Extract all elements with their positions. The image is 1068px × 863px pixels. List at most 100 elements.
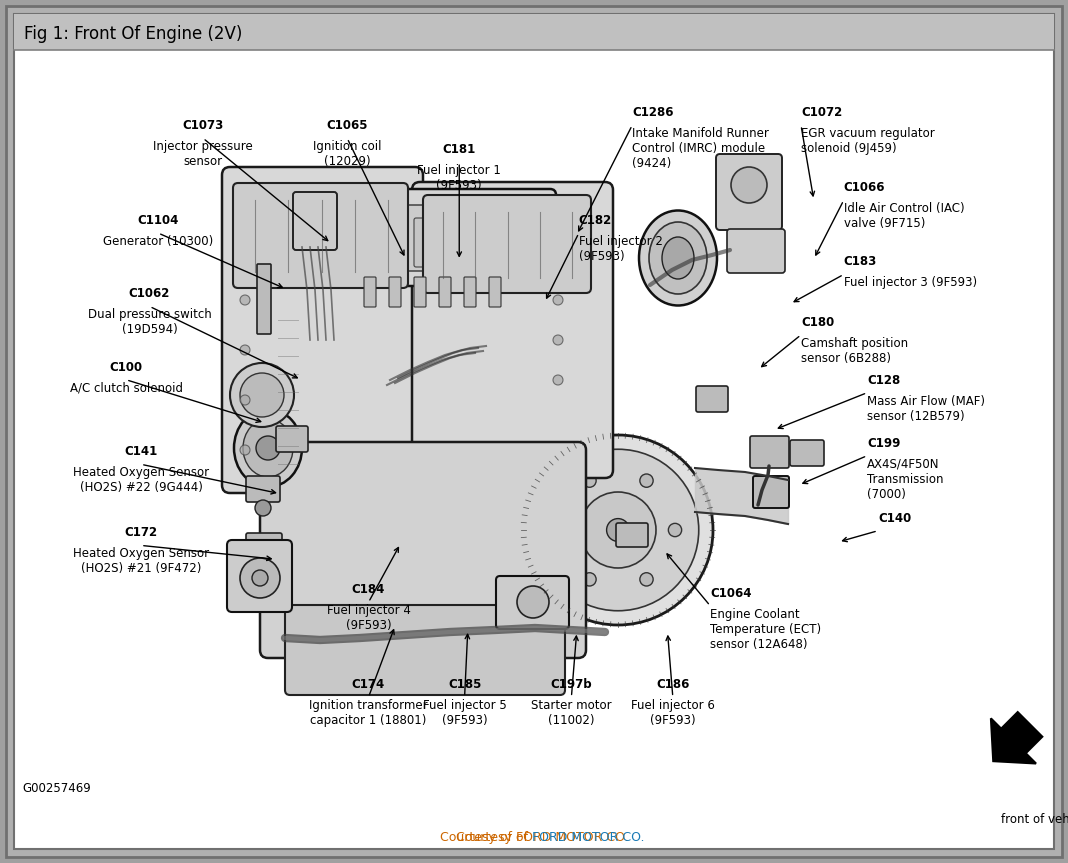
Text: C185: C185 — [447, 678, 482, 691]
FancyBboxPatch shape — [511, 218, 534, 267]
FancyBboxPatch shape — [285, 605, 565, 695]
Text: C180: C180 — [801, 316, 834, 329]
FancyBboxPatch shape — [790, 440, 824, 466]
FancyBboxPatch shape — [389, 277, 400, 307]
Text: C197b: C197b — [551, 678, 592, 691]
Text: EGR vacuum regulator
solenoid (9J459): EGR vacuum regulator solenoid (9J459) — [801, 127, 934, 155]
Text: C181: C181 — [442, 143, 476, 156]
Circle shape — [240, 558, 280, 598]
Text: AX4S/4F50N
Transmission
(7000): AX4S/4F50N Transmission (7000) — [867, 457, 944, 501]
Text: Ignition coil
(12029): Ignition coil (12029) — [313, 140, 381, 168]
Text: C1064: C1064 — [710, 587, 752, 600]
FancyBboxPatch shape — [616, 523, 648, 547]
FancyBboxPatch shape — [227, 540, 292, 612]
FancyBboxPatch shape — [334, 189, 556, 286]
Text: C100: C100 — [109, 361, 143, 374]
Text: Fuel injector 6
(9F593): Fuel injector 6 (9F593) — [631, 699, 714, 728]
Circle shape — [240, 395, 250, 405]
Text: Fuel injector 5
(9F593): Fuel injector 5 (9F593) — [423, 699, 506, 728]
Circle shape — [580, 492, 656, 568]
FancyBboxPatch shape — [276, 426, 308, 452]
Circle shape — [255, 557, 271, 573]
Text: C1286: C1286 — [632, 106, 674, 119]
Circle shape — [583, 573, 596, 586]
FancyBboxPatch shape — [246, 533, 282, 559]
Text: Engine Coolant
Temperature (ECT)
sensor (12A648): Engine Coolant Temperature (ECT) sensor … — [710, 608, 821, 651]
Text: C1062: C1062 — [129, 287, 170, 300]
Circle shape — [252, 570, 268, 586]
Circle shape — [240, 295, 250, 305]
Circle shape — [553, 375, 563, 385]
Text: C183: C183 — [844, 255, 877, 268]
Ellipse shape — [639, 211, 717, 306]
Text: C128: C128 — [867, 374, 900, 387]
FancyBboxPatch shape — [478, 218, 502, 267]
Circle shape — [517, 586, 549, 618]
Circle shape — [240, 445, 250, 455]
FancyBboxPatch shape — [382, 218, 406, 267]
FancyBboxPatch shape — [716, 154, 782, 230]
FancyBboxPatch shape — [14, 14, 1054, 849]
Text: Courtesy of: Courtesy of — [456, 830, 532, 843]
Circle shape — [553, 335, 563, 345]
Text: C199: C199 — [867, 437, 900, 450]
FancyBboxPatch shape — [439, 277, 451, 307]
Text: C172: C172 — [124, 526, 158, 539]
Circle shape — [523, 435, 713, 625]
Text: Generator (10300): Generator (10300) — [103, 235, 214, 248]
Circle shape — [583, 474, 596, 488]
Text: Injector pressure
sensor: Injector pressure sensor — [153, 140, 253, 168]
Text: C186: C186 — [656, 678, 690, 691]
Ellipse shape — [244, 419, 293, 477]
FancyBboxPatch shape — [496, 576, 569, 629]
Text: Camshaft position
sensor (6B288): Camshaft position sensor (6B288) — [801, 337, 908, 365]
FancyBboxPatch shape — [423, 195, 591, 293]
Text: Dual pressure switch
(19D594): Dual pressure switch (19D594) — [88, 308, 211, 337]
FancyBboxPatch shape — [14, 14, 1054, 50]
Polygon shape — [991, 712, 1042, 764]
Text: Idle Air Control (IAC)
valve (9F715): Idle Air Control (IAC) valve (9F715) — [844, 202, 964, 230]
Circle shape — [669, 523, 681, 537]
Text: Heated Oxygen Sensor
(HO2S) #22 (9G444): Heated Oxygen Sensor (HO2S) #22 (9G444) — [73, 466, 209, 494]
FancyBboxPatch shape — [412, 182, 613, 478]
Circle shape — [240, 373, 284, 417]
Circle shape — [240, 345, 250, 355]
Circle shape — [640, 474, 654, 488]
Text: Starter motor
(11002): Starter motor (11002) — [531, 699, 612, 728]
Text: C1065: C1065 — [327, 119, 367, 132]
Text: Heated Oxygen Sensor
(HO2S) #21 (9F472): Heated Oxygen Sensor (HO2S) #21 (9F472) — [73, 547, 209, 576]
FancyBboxPatch shape — [414, 277, 426, 307]
Text: Fuel injector 1
(9F593): Fuel injector 1 (9F593) — [418, 164, 501, 192]
FancyBboxPatch shape — [364, 277, 376, 307]
FancyBboxPatch shape — [414, 218, 438, 267]
Text: Courtesy of FORD MOTOR CO.: Courtesy of FORD MOTOR CO. — [440, 830, 628, 843]
Circle shape — [256, 436, 280, 460]
Text: FORD MOTOR CO.: FORD MOTOR CO. — [532, 830, 644, 843]
Text: C1073: C1073 — [183, 119, 223, 132]
Circle shape — [607, 519, 629, 541]
Text: C184: C184 — [351, 583, 386, 596]
FancyBboxPatch shape — [727, 229, 785, 273]
Text: Mass Air Flow (MAF)
sensor (12B579): Mass Air Flow (MAF) sensor (12B579) — [867, 394, 985, 423]
Circle shape — [731, 167, 767, 203]
Text: C1072: C1072 — [801, 106, 843, 119]
Circle shape — [537, 450, 698, 611]
Text: Fuel injector 4
(9F593): Fuel injector 4 (9F593) — [327, 604, 410, 633]
Text: A/C clutch solenoid: A/C clutch solenoid — [69, 381, 183, 394]
Text: Fuel injector 2
(9F593): Fuel injector 2 (9F593) — [579, 235, 663, 263]
Text: Ignition transformer
capacitor 1 (18801): Ignition transformer capacitor 1 (18801) — [309, 699, 428, 728]
FancyBboxPatch shape — [753, 476, 789, 508]
FancyBboxPatch shape — [260, 442, 586, 658]
FancyBboxPatch shape — [750, 436, 789, 468]
Text: C174: C174 — [351, 678, 386, 691]
Text: C141: C141 — [124, 445, 158, 458]
Text: front of vehicle: front of vehicle — [1001, 813, 1068, 826]
FancyBboxPatch shape — [246, 476, 280, 502]
Text: G00257469: G00257469 — [22, 782, 91, 795]
Circle shape — [255, 500, 271, 516]
Text: C1104: C1104 — [138, 214, 178, 227]
Circle shape — [230, 363, 294, 427]
Ellipse shape — [649, 222, 707, 294]
FancyBboxPatch shape — [233, 183, 408, 288]
Text: C182: C182 — [579, 214, 612, 227]
